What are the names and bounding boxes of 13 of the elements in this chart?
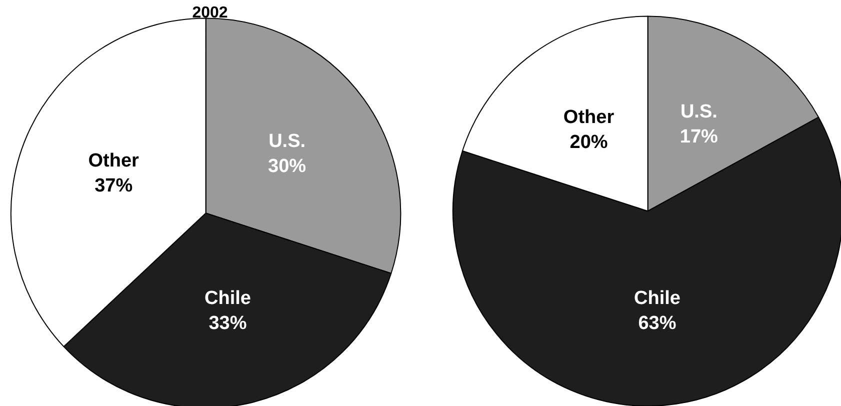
data-label: 17% — [680, 126, 718, 148]
slice-label: Chile — [634, 288, 680, 310]
slice-label: Other — [563, 106, 615, 128]
data-label: 63% — [638, 313, 676, 334]
slice-label: Chile — [204, 288, 251, 310]
data-label: 20% — [570, 132, 608, 153]
chart-title: 2002 — [192, 4, 228, 22]
slice-label: U.S. — [268, 131, 306, 152]
data-label: 30% — [268, 156, 306, 178]
data-label: 33% — [208, 313, 247, 334]
slice-label: Other — [88, 150, 140, 172]
slice-label: U.S. — [680, 102, 718, 123]
data-label: 37% — [94, 175, 133, 196]
